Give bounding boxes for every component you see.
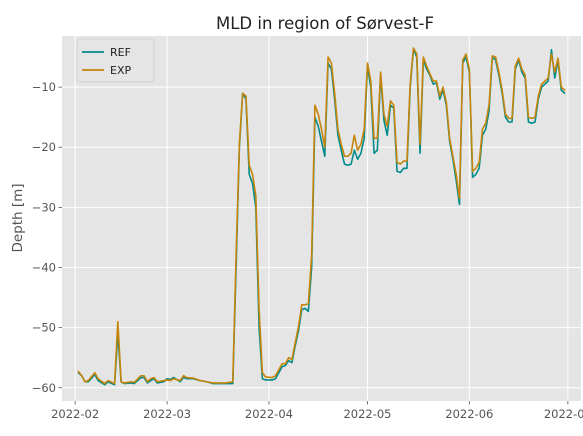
legend-label-ref: REF	[110, 46, 131, 59]
y-tick-label: −10	[32, 80, 56, 94]
y-tick-label: −60	[32, 381, 56, 395]
legend-box	[76, 38, 155, 83]
legend-label-exp: EXP	[110, 64, 131, 77]
y-tick-label: −50	[32, 321, 56, 335]
y-tick-label: −20	[32, 140, 56, 154]
axis-ticks: 2022-02 2022-03 2022-04 2022-05 2022-06 2022-…	[32, 80, 583, 421]
x-tick-label: 2022-04	[245, 407, 293, 421]
legend-entries: REF EXP	[82, 46, 131, 77]
grid-lines	[62, 36, 581, 401]
x-tick-label: 2022-06	[445, 407, 493, 421]
y-tick-label: −30	[32, 200, 56, 214]
y-axis-label: Depth [m]	[10, 183, 26, 252]
legend: REF EXP	[76, 38, 155, 83]
chart-title: MLD in region of Sørvest-F	[216, 14, 434, 33]
x-tick-label: 2022-03	[143, 407, 191, 421]
plot-area	[62, 36, 581, 401]
series-lines	[77, 47, 566, 386]
x-tick-label: 2022-05	[343, 407, 391, 421]
series-line-exp	[77, 47, 566, 385]
y-tick-label: −40	[32, 261, 56, 275]
x-tick-label: 2022-02	[51, 407, 99, 421]
x-tick-label: 2022-07	[544, 407, 583, 421]
